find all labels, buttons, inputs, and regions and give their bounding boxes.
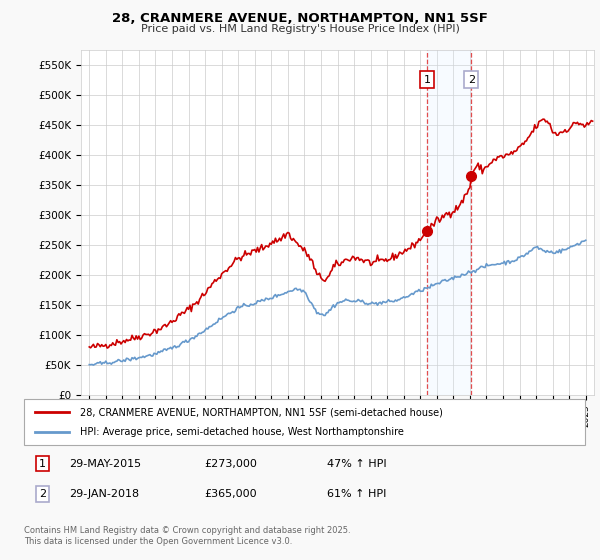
Text: 2: 2 — [39, 489, 46, 499]
Text: £365,000: £365,000 — [204, 489, 257, 499]
Text: 61% ↑ HPI: 61% ↑ HPI — [327, 489, 386, 499]
Text: 29-JAN-2018: 29-JAN-2018 — [69, 489, 139, 499]
Text: HPI: Average price, semi-detached house, West Northamptonshire: HPI: Average price, semi-detached house,… — [80, 427, 404, 437]
Text: 2: 2 — [467, 74, 475, 85]
Text: 28, CRANMERE AVENUE, NORTHAMPTON, NN1 5SF: 28, CRANMERE AVENUE, NORTHAMPTON, NN1 5S… — [112, 12, 488, 25]
Text: 29-MAY-2015: 29-MAY-2015 — [69, 459, 141, 469]
Text: 47% ↑ HPI: 47% ↑ HPI — [327, 459, 386, 469]
Text: 1: 1 — [39, 459, 46, 469]
Text: 28, CRANMERE AVENUE, NORTHAMPTON, NN1 5SF (semi-detached house): 28, CRANMERE AVENUE, NORTHAMPTON, NN1 5S… — [80, 407, 443, 417]
Text: Price paid vs. HM Land Registry's House Price Index (HPI): Price paid vs. HM Land Registry's House … — [140, 24, 460, 34]
Text: Contains HM Land Registry data © Crown copyright and database right 2025.
This d: Contains HM Land Registry data © Crown c… — [24, 526, 350, 546]
Text: £273,000: £273,000 — [204, 459, 257, 469]
Text: 1: 1 — [424, 74, 431, 85]
FancyBboxPatch shape — [24, 399, 585, 445]
Bar — [427, 50, 471, 395]
